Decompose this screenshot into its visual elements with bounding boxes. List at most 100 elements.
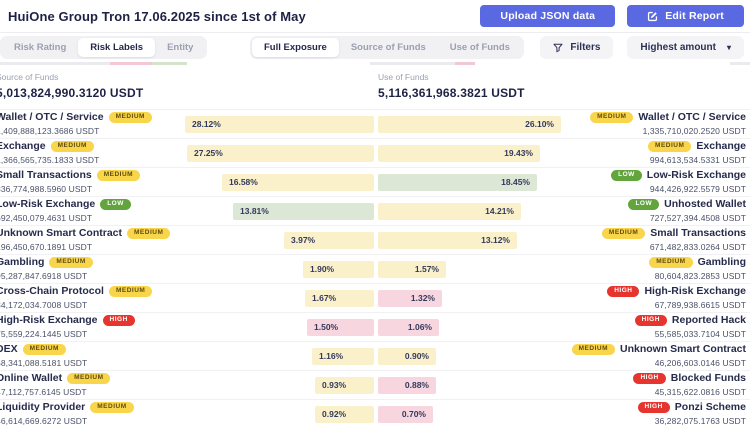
use-of-funds-value: 5,116,361,968.3821 USDT [378,86,525,100]
exposure-row[interactable]: Unknown Smart Contract MEDIUM 196,450,670.… [0,225,750,254]
source-entity-name: Exchange [0,139,46,152]
source-entity-name: Wallet / OTC / Service [0,110,104,123]
upload-json-button[interactable]: Upload JSON data [480,5,616,27]
source-entity-name: High-Risk Exchange [0,313,98,326]
use-entity-amount: 80,604,823.2853 USDT [654,271,746,282]
tab-full-exposure[interactable]: Full Exposure [252,38,339,57]
use-entity-name: Unknown Smart Contract [619,342,746,355]
use-entity-cell: HIGH Blocked Funds 45,315,622.0816 USDT [578,372,750,397]
use-bar-area: 19.43% [378,144,578,162]
source-exposure-bar[interactable]: 1.90% [303,260,374,278]
source-entity-name: Small Transactions [0,168,92,181]
source-exposure-bar[interactable]: 16.58% [222,173,374,191]
risk-badge: MEDIUM [108,111,152,124]
risk-badge: MEDIUM [96,169,141,182]
use-entity-amount: 55,585,033.7104 USDT [654,329,746,340]
tab-use-of-funds[interactable]: Use of Funds [449,42,510,53]
exposure-row[interactable]: Online Wallet MEDIUM 47,112,757.6145 USDT 0… [0,370,750,399]
filters-button[interactable]: Filters [540,36,614,59]
exposure-row[interactable]: Wallet / OTC / Service MEDIUM 1,409,888,12… [0,109,750,138]
filter-funnel-icon [553,43,563,53]
use-exposure-bar[interactable]: 13.12% [378,231,517,249]
risk-badge: HIGH [102,314,135,327]
page-title: HuiOne Group Tron 17.06.2025 since 1st o… [8,8,306,24]
exposure-row[interactable]: Small Transactions MEDIUM 836,774,988.5960… [0,167,750,196]
source-bar-area: 28.12% [174,115,374,133]
use-exposure-bar[interactable]: 19.43% [378,144,540,162]
edit-report-button[interactable]: Edit Report [627,5,744,27]
exposure-row[interactable]: DEX MEDIUM 58,341,088.5181 USDT 1.16% 0.90% M… [0,341,750,370]
source-exposure-percent: 0.93% [322,380,347,390]
use-entity-cell: LOW Unhosted Wallet 727,527,394.4508 USDT [578,198,750,223]
exposure-row[interactable]: High-Risk Exchange HIGH 75,559,224.1445 US… [0,312,750,341]
use-exposure-bar[interactable]: 1.57% [378,260,446,278]
filters-label: Filters [570,42,601,53]
tab-entity[interactable]: Entity [167,42,194,53]
risk-badge: MEDIUM [127,227,171,240]
use-exposure-bar[interactable]: 0.70% [378,405,433,423]
sort-dropdown[interactable]: Highest amount ▾ [627,36,744,59]
tab-risk-labels[interactable]: Risk Labels [78,38,156,57]
use-exposure-bar[interactable]: 14.21% [378,202,521,220]
exposure-row[interactable]: Exchange MEDIUM 1,366,565,735.1833 USDT 27.… [0,138,750,167]
source-exposure-bar[interactable]: 1.50% [307,318,374,336]
use-exposure-bar[interactable]: 1.06% [378,318,439,336]
use-exposure-bar[interactable]: 0.88% [378,376,436,394]
source-exposure-bar[interactable]: 13.81% [233,202,374,220]
source-exposure-bar[interactable]: 1.16% [312,347,374,365]
use-entity-name: Small Transactions [650,226,746,239]
use-entity-name: Gambling [697,255,746,268]
exposure-row[interactable]: Gambling MEDIUM 95,287,847.6918 USDT 1.90% 1… [0,254,750,283]
risk-badge: MEDIUM [571,343,615,356]
use-entity-amount: 67,789,938.6615 USDT [654,300,746,311]
source-exposure-percent: 27.25% [194,148,223,158]
risk-badge: HIGH [633,372,666,385]
use-entity-amount: 944,426,922.5579 USDT [649,184,746,195]
tab-risk-rating[interactable]: Risk Rating [14,42,67,53]
risk-badge: LOW [628,198,660,211]
use-exposure-bar[interactable]: 26.10% [378,115,561,133]
toolbar-right: Filters Highest amount ▾ [540,36,744,59]
exposure-row[interactable]: Liquidity Provider MEDIUM 46,614,669.6272 … [0,399,750,428]
source-exposure-bar[interactable]: 28.12% [185,115,374,133]
exposure-row[interactable]: Low-Risk Exchange LOW 692,450,079.4631 USD… [0,196,750,225]
source-exposure-bar[interactable]: 0.92% [315,405,374,423]
risk-badge: LOW [611,169,642,182]
use-entity-name: Reported Hack [671,313,746,326]
use-exposure-percent: 18.45% [501,177,530,187]
source-of-funds-label: Source of Funds [0,72,59,82]
source-exposure-percent: 1.50% [314,322,339,332]
source-entity-cell: High-Risk Exchange HIGH 75,559,224.1445 US… [0,313,174,339]
use-entity-name: Ponzi Scheme [674,400,746,413]
use-exposure-bar[interactable]: 1.32% [378,289,442,307]
use-bar-area: 0.88% [378,376,578,394]
use-entity-cell: MEDIUM Wallet / OTC / Service 1,335,710,02… [578,111,750,136]
use-exposure-bar[interactable]: 18.45% [378,173,537,191]
use-bar-area: 18.45% [378,173,578,191]
risk-badge: MEDIUM [22,343,66,356]
use-entity-cell: MEDIUM Small Transactions 671,482,833.0264… [578,226,750,252]
tab-source-of-funds[interactable]: Source of Funds [350,42,426,53]
source-exposure-bar[interactable]: 3.97% [284,231,374,249]
source-entity-cell: Liquidity Provider MEDIUM 46,614,669.6272 … [0,401,174,427]
sort-label: Highest amount [640,42,716,53]
source-entity-amount: 84,172,034.7008 USDT [0,300,88,311]
source-entity-amount: 58,341,088.5181 USDT [0,358,88,369]
use-bar-area: 1.32% [378,289,578,307]
source-bar-area: 0.92% [174,405,374,423]
use-exposure-bar[interactable]: 0.90% [378,347,436,365]
risk-badge: MEDIUM [649,256,693,269]
exposure-row[interactable]: Cross-Chain Protocol MEDIUM 84,172,034.700… [0,283,750,312]
source-entity-name: Online Wallet [0,371,63,384]
source-entity-amount: 46,614,669.6272 USDT [0,416,88,427]
totals-row: Source of Funds 5,013,824,990.3120 USDT … [0,65,750,109]
use-of-funds-total: Use of Funds 5,116,361,968.3821 USDT [378,72,525,100]
source-exposure-bar[interactable]: 27.25% [187,144,374,162]
source-bar-area: 1.50% [174,318,374,336]
source-exposure-bar[interactable]: 0.93% [315,376,374,394]
source-exposure-bar[interactable]: 1.67% [305,289,374,307]
use-entity-cell: MEDIUM Exchange 994,613,534.5331 USDT [578,140,750,166]
source-entity-amount: 95,287,847.6918 USDT [0,271,88,282]
use-entity-amount: 994,613,534.5331 USDT [649,155,746,166]
